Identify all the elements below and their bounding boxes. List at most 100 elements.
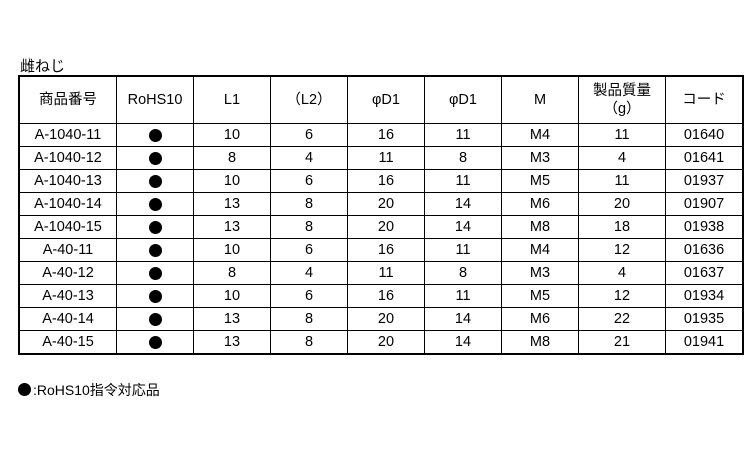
column-header: M [501, 75, 579, 124]
table-cell: 6 [270, 123, 348, 147]
table-cell: 01934 [665, 284, 744, 308]
rohs-cell [116, 169, 194, 193]
table-cell: A-1040-12 [18, 146, 117, 170]
table-cell: 01935 [665, 307, 744, 331]
column-header: 商品番号 [18, 75, 117, 124]
column-header: RoHS10 [116, 75, 194, 124]
table-cell: A-1040-14 [18, 192, 117, 216]
table-cell: 4 [578, 261, 666, 285]
table-cell: 11 [424, 123, 502, 147]
rohs-cell [116, 238, 194, 262]
table-cell: 10 [193, 238, 271, 262]
table-cell: 6 [270, 169, 348, 193]
table-cell: 10 [193, 169, 271, 193]
table-cell: 8 [424, 146, 502, 170]
table-row: A-40-14 13 8 20 14 M6 22 01935 [18, 307, 744, 331]
header-row: 商品番号 RoHS10 L1 （L2） φD1 φD1 M 製品質量 （g） コード [18, 75, 744, 124]
table-cell: 14 [424, 192, 502, 216]
spec-table: 商品番号 RoHS10 L1 （L2） φD1 φD1 M 製品質量 （g） コード A-104… [18, 75, 744, 355]
table-cell: 14 [424, 330, 502, 355]
table-cell: A-1040-11 [18, 123, 117, 147]
rohs-cell [116, 330, 194, 355]
table-cell: 4 [578, 146, 666, 170]
table-cell: 01636 [665, 238, 744, 262]
table-cell: 18 [578, 215, 666, 239]
column-header: φD1 [347, 75, 425, 124]
table-cell: M5 [501, 284, 579, 308]
table-cell: 11 [347, 261, 425, 285]
table-cell: 6 [270, 238, 348, 262]
table-cell: 11 [347, 146, 425, 170]
table-cell: 16 [347, 238, 425, 262]
rohs-cell [116, 123, 194, 147]
table-cell: 16 [347, 123, 425, 147]
table-cell: 01637 [665, 261, 744, 285]
rohs-dot-icon [148, 289, 162, 303]
column-header: L1 [193, 75, 271, 124]
table-row: A-40-11 10 6 16 11 M4 12 01636 [18, 238, 744, 262]
table-cell: A-40-13 [18, 284, 117, 308]
rohs-dot-icon [148, 174, 162, 188]
rohs-dot-icon [148, 312, 162, 326]
table-cell: 16 [347, 284, 425, 308]
table-cell: M8 [501, 330, 579, 355]
table-cell: 8 [270, 192, 348, 216]
table-cell: M4 [501, 123, 579, 147]
table-cell: 4 [270, 261, 348, 285]
rohs-cell [116, 192, 194, 216]
table-row: A-1040-11 10 6 16 11 M4 11 01640 [18, 123, 744, 147]
table-cell: 20 [347, 330, 425, 355]
table-cell: M6 [501, 192, 579, 216]
table-row: A-1040-13 10 6 16 11 M5 11 01937 [18, 169, 744, 193]
table-row: A-40-12 8 4 11 8 M3 4 01637 [18, 261, 744, 285]
table-cell: 21 [578, 330, 666, 355]
table-cell: 14 [424, 215, 502, 239]
rohs-dot-icon [148, 335, 162, 349]
table-row: A-1040-12 8 4 11 8 M3 4 01641 [18, 146, 744, 170]
table-cell: 8 [270, 215, 348, 239]
table-cell: 12 [578, 284, 666, 308]
rohs-dot-icon [148, 243, 162, 257]
table-cell: 01640 [665, 123, 744, 147]
table-cell: A-1040-13 [18, 169, 117, 193]
table-cell: 01941 [665, 330, 744, 355]
section-title: 雌ねじ [20, 57, 66, 75]
table-cell: A-40-14 [18, 307, 117, 331]
table-cell: 20 [347, 307, 425, 331]
table-cell: 8 [193, 261, 271, 285]
table-cell: 4 [270, 146, 348, 170]
table-cell: 20 [347, 215, 425, 239]
table-cell: 14 [424, 307, 502, 331]
table-cell: 11 [424, 238, 502, 262]
table-row: A-40-15 13 8 20 14 M8 21 01941 [18, 330, 744, 355]
table-row: A-40-13 10 6 16 11 M5 12 01934 [18, 284, 744, 308]
rohs-cell [116, 284, 194, 308]
column-header: （L2） [270, 75, 348, 124]
rohs-dot-icon [148, 151, 162, 165]
table-cell: M3 [501, 146, 579, 170]
table-cell: 12 [578, 238, 666, 262]
table-cell: 10 [193, 284, 271, 308]
table-cell: 11 [578, 169, 666, 193]
table-cell: M3 [501, 261, 579, 285]
column-header: コード [665, 75, 744, 124]
table-cell: 20 [347, 192, 425, 216]
table-cell: 13 [193, 330, 271, 355]
table-cell: M8 [501, 215, 579, 239]
table-cell: 8 [424, 261, 502, 285]
table-cell: M5 [501, 169, 579, 193]
rohs-dot-icon [148, 197, 162, 211]
table-cell: M6 [501, 307, 579, 331]
table-cell: 01938 [665, 215, 744, 239]
rohs-cell [116, 261, 194, 285]
rohs-cell [116, 307, 194, 331]
table-cell: 22 [578, 307, 666, 331]
table-cell: 13 [193, 192, 271, 216]
table-row: A-1040-14 13 8 20 14 M6 20 01907 [18, 192, 744, 216]
rohs-dot-icon [148, 128, 162, 142]
footnote: :RoHS10指令対応品 [18, 380, 160, 400]
table-cell: 13 [193, 215, 271, 239]
table-cell: A-40-11 [18, 238, 117, 262]
column-header: 製品質量 （g） [578, 75, 666, 124]
footnote-text: :RoHS10指令対応品 [33, 382, 160, 398]
